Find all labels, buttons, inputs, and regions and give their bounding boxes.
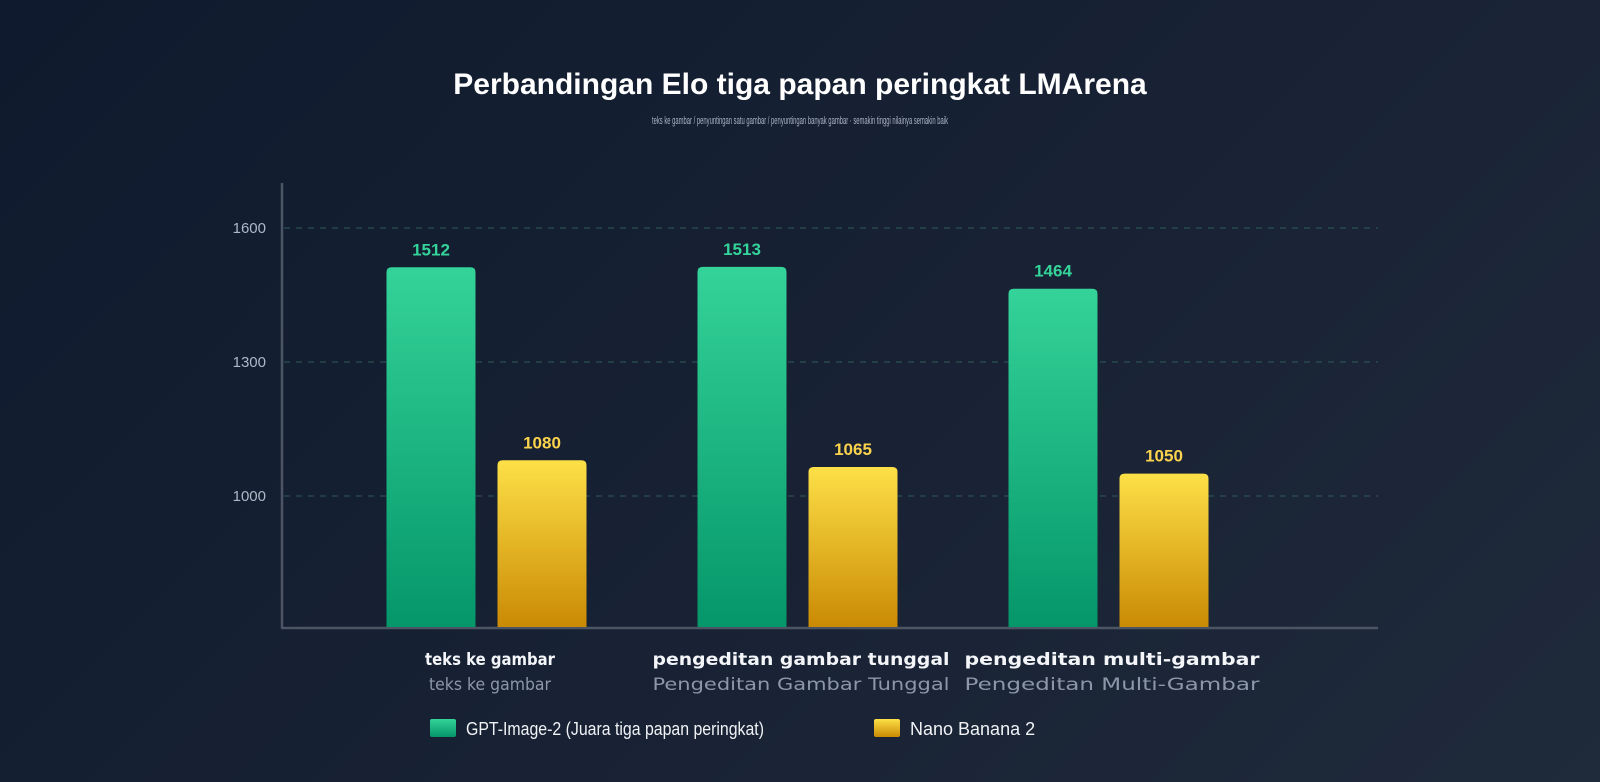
category-sublabel-3: Pengeditan Multi-Gambar [965, 675, 1260, 695]
value-label-gpt-image-2-3: 1464 [1034, 262, 1072, 281]
chart-title: Perbandingan Elo tiga papan peringkat LM… [453, 68, 1147, 101]
bar-nano-banana-2-2 [808, 466, 898, 627]
legend: GPT-Image-2 (Juara tiga papan peringkat)… [430, 719, 1035, 739]
legend-label-nano-banana-2: Nano Banana 2 [910, 719, 1035, 739]
chart-subtitle: teks ke gambar / penyuntingan satu gamba… [652, 115, 948, 127]
bar-nano-banana-2-3 [1119, 473, 1209, 627]
y-axis-ticks: 1000 1300 1600 [233, 220, 266, 505]
value-label-nano-banana-2-1: 1080 [523, 433, 561, 452]
value-label-gpt-image-2-1: 1512 [412, 240, 450, 259]
category-sublabel-1: teks ke gambar [429, 675, 551, 695]
category-label-3: pengeditan multi-gambar [965, 650, 1261, 670]
bars [386, 266, 1209, 627]
legend-swatch-nano-banana-2 [874, 719, 900, 737]
y-tick-label: 1000 [233, 488, 266, 505]
bar-value-labels: 1512 1080 1513 1065 1464 1050 [412, 240, 1183, 466]
category-label-2: pengeditan gambar tunggal [653, 650, 950, 670]
category-labels: teks ke gambar teks ke gambar pengeditan g… [425, 650, 1260, 695]
bar-nano-banana-2-1 [497, 460, 587, 627]
category-sublabel-2: Pengeditan Gambar Tunggal [653, 675, 950, 695]
y-tick-label: 1600 [233, 220, 266, 237]
category-label-1: teks ke gambar [425, 650, 556, 670]
bar-gpt-image-2-1 [386, 267, 476, 627]
value-label-gpt-image-2-2: 1513 [723, 240, 761, 259]
bar-gpt-image-2-3 [1008, 288, 1098, 627]
bar-gpt-image-2-2 [697, 266, 787, 627]
value-label-nano-banana-2-3: 1050 [1145, 447, 1183, 466]
y-tick-label: 1300 [233, 354, 266, 371]
legend-swatch-gpt-image-2 [430, 719, 456, 737]
legend-label-gpt-image-2: GPT-Image-2 (Juara tiga papan peringkat) [466, 719, 764, 739]
value-label-nano-banana-2-2: 1065 [834, 440, 872, 459]
